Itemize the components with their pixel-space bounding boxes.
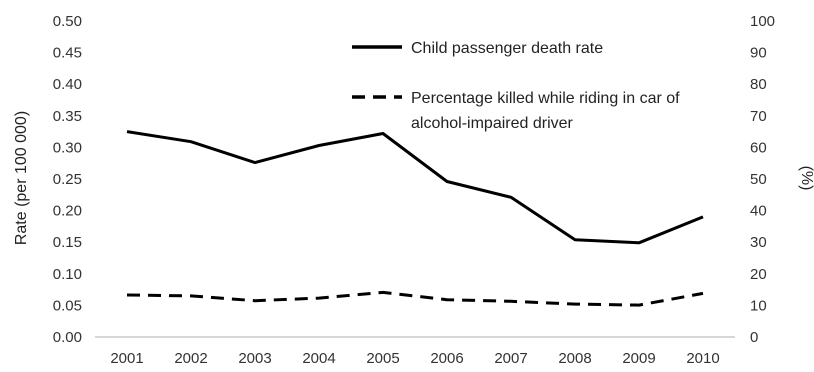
series-layer <box>126 130 704 307</box>
x-tick-label: 2002 <box>174 350 207 367</box>
x-axis: 2001 2002 2003 2004 2005 2006 2007 2008 2009 2010 <box>110 350 719 367</box>
y-tick-label: 0.35 <box>53 108 82 125</box>
y-tick-label: 0.40 <box>53 76 82 93</box>
death-rate-line <box>126 130 704 245</box>
x-tick-label: 2009 <box>622 350 655 367</box>
y2-tick-label: 50 <box>750 171 767 188</box>
y2-tick-label: 60 <box>750 139 767 156</box>
y-axis-right: 0 10 20 30 40 50 60 70 80 90 100 <box>750 13 775 346</box>
y2-tick-label: 90 <box>750 45 767 62</box>
y2-tick-label: 70 <box>750 108 767 125</box>
y2-tick-label: 30 <box>750 234 767 251</box>
y-tick-label: 0.05 <box>53 297 82 314</box>
y-tick-label: 0.20 <box>53 203 82 220</box>
x-tick-label: 2008 <box>558 350 591 367</box>
y-tick-label: 0.45 <box>53 45 82 62</box>
y2-tick-label: 0 <box>750 329 758 346</box>
x-tick-label: 2006 <box>430 350 463 367</box>
x-tick-label: 2005 <box>366 350 399 367</box>
y-tick-label: 0.30 <box>53 139 82 156</box>
x-tick-label: 2004 <box>302 350 335 367</box>
y2-tick-label: 10 <box>750 297 767 314</box>
legend-label-alcohol-line-1: Percentage killed while riding in car of <box>411 90 680 107</box>
y-tick-label: 0.15 <box>53 234 82 251</box>
x-tick-label: 2010 <box>686 350 719 367</box>
x-tick-label: 2001 <box>110 350 143 367</box>
y-tick-label: 0.10 <box>53 266 82 283</box>
y2-tick-label: 80 <box>750 76 767 93</box>
x-tick-label: 2003 <box>238 350 271 367</box>
legend-label-death-rate: Child passenger death rate <box>411 40 603 57</box>
x-tick-label: 2007 <box>494 350 527 367</box>
y-axis-label: Rate (per 100 000) <box>13 111 30 245</box>
y2-tick-label: 20 <box>750 266 767 283</box>
y2-tick-label: 100 <box>750 13 775 30</box>
y2-axis-label: (%) <box>798 166 814 191</box>
y2-tick-label: 40 <box>750 203 767 220</box>
y-tick-label: 0.50 <box>53 13 82 30</box>
legend: Child passenger death rate Percentage ki… <box>352 40 680 132</box>
alcohol-impaired-percentage-line <box>126 290 704 307</box>
y-tick-label: 0.00 <box>53 329 82 346</box>
y-tick-label: 0.25 <box>53 171 82 188</box>
legend-label-alcohol-line-2: alcohol-impaired driver <box>411 115 574 132</box>
y-axis-left: 0.00 0.05 0.10 0.15 0.20 0.25 0.30 0.35 0.40 0.45… <box>53 13 82 346</box>
